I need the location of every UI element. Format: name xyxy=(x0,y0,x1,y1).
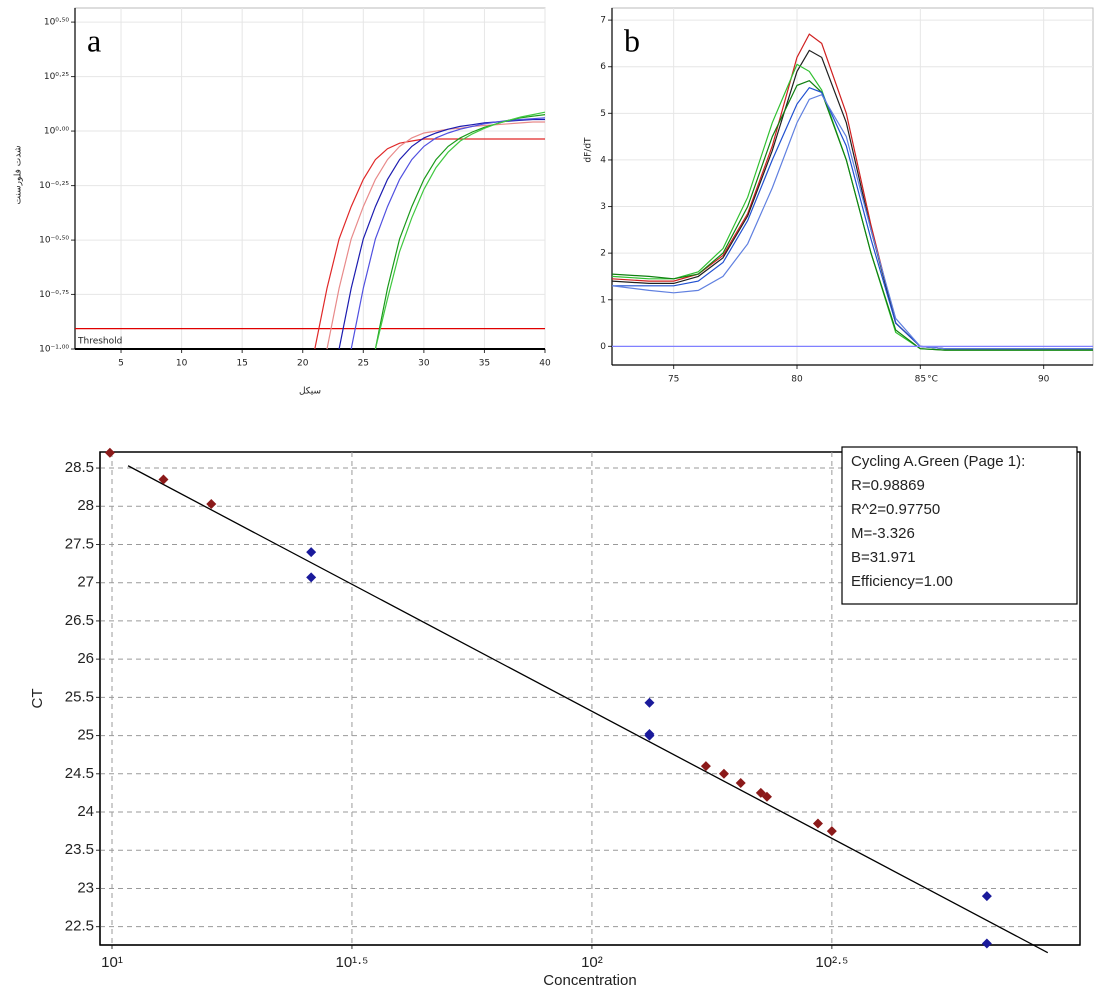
y-tick-label: 10⁰·⁵⁰ xyxy=(44,18,70,28)
y-tick-label: 25.5 xyxy=(65,688,94,705)
y-tick-label: 5 xyxy=(600,109,606,119)
data-point xyxy=(306,572,317,583)
y-tick-label: 10⁻¹·⁰⁰ xyxy=(39,345,69,355)
x-tick-label: 40 xyxy=(539,359,551,369)
x-tick-label: 30 xyxy=(418,359,430,369)
fit-line xyxy=(127,465,1049,954)
y-tick-label: 23 xyxy=(77,879,94,896)
x-tick-label: 90 xyxy=(1038,375,1050,385)
x-tick-label: 10²·⁵ xyxy=(815,954,848,971)
data-point xyxy=(206,498,217,509)
x-tick-label: 15 xyxy=(236,359,247,369)
data-point xyxy=(812,818,823,829)
threshold-label: Threshold xyxy=(77,337,122,347)
data-point xyxy=(735,777,746,788)
series-line xyxy=(338,118,545,350)
chart-panel: 10¹ 10¹·⁵ 10² 10²·⁵ 22.5 23 23.5 24 24.5 25 25.5 26… xyxy=(29,446,1081,989)
data-point xyxy=(158,474,169,485)
y-tick-label: 28 xyxy=(77,497,94,514)
x-tick-label: 75 xyxy=(668,375,679,385)
panel-label: b xyxy=(624,22,640,58)
data-point xyxy=(644,730,655,741)
y-tick-label: 3 xyxy=(600,202,606,212)
series-line xyxy=(314,138,545,350)
y-tick-label: 24 xyxy=(77,803,94,820)
x-tick-label: 85 xyxy=(915,375,926,385)
y-axis-label: شدت فلورسنت xyxy=(14,146,24,205)
data-point xyxy=(104,447,115,458)
x-tick-label: 10¹ xyxy=(101,954,123,971)
annotation-box xyxy=(841,446,1078,605)
data-point xyxy=(700,761,711,772)
data-point xyxy=(718,768,729,779)
y-tick-label: 22.5 xyxy=(65,918,94,935)
x-tick-label: 10 xyxy=(176,359,188,369)
annotation-text: Efficiency=1.00 xyxy=(851,573,953,590)
y-tick-label: 0 xyxy=(600,342,606,352)
x-tick-label: 10² xyxy=(581,954,603,971)
series-line xyxy=(611,80,1093,351)
y-tick-label: 10⁻⁰·²⁵ xyxy=(39,181,69,191)
annotation-text: Cycling A.Green (Page 1): xyxy=(851,453,1025,470)
series-line xyxy=(374,111,546,350)
y-tick-label: 7 xyxy=(600,16,606,26)
y-tick-label: 27.5 xyxy=(65,535,94,552)
y-tick-label: 1 xyxy=(600,295,606,305)
y-tick-label: 10⁰·⁰⁰ xyxy=(44,127,70,137)
y-tick-label: 23.5 xyxy=(65,841,94,858)
y-tick-label: 10⁻⁰·⁷⁵ xyxy=(39,290,69,300)
x-tick-label: 10¹·⁵ xyxy=(335,954,368,971)
y-tick-label: 10⁻⁰·⁵⁰ xyxy=(39,236,69,246)
series-line xyxy=(611,93,1093,350)
y-tick-label: 28.5 xyxy=(65,459,94,476)
data-point xyxy=(981,891,992,902)
y-tick-label: 26 xyxy=(77,650,94,667)
x-tick-label: 80 xyxy=(791,375,803,385)
y-tick-label: 24.5 xyxy=(65,765,94,782)
x-tick-label: 5 xyxy=(118,359,124,369)
data-point xyxy=(761,791,772,802)
x-tick-label: 20 xyxy=(297,359,309,369)
x-axis-label: سیکل xyxy=(299,387,321,397)
y-tick-label: 4 xyxy=(600,155,606,165)
series-line xyxy=(326,121,545,350)
annotation-text: M=-3.326 xyxy=(851,525,915,542)
annotation-text: B=31.971 xyxy=(851,549,916,566)
y-tick-label: 2 xyxy=(600,249,606,259)
panel-label: a xyxy=(87,22,101,58)
y-axis-label: CT xyxy=(29,689,46,709)
y-tick-label: 6 xyxy=(600,62,606,72)
y-tick-label: 10⁰·²⁵ xyxy=(44,72,70,82)
data-point xyxy=(981,938,992,949)
annotation-text: R^2=0.97750 xyxy=(851,501,940,518)
x-tick-label: 35 xyxy=(479,359,490,369)
plot-area xyxy=(74,7,546,350)
data-point xyxy=(826,826,837,837)
y-tick-label: 27 xyxy=(77,574,94,591)
data-point xyxy=(644,697,655,708)
y-axis-label: dF/dT xyxy=(584,137,594,163)
y-tick-label: 26.5 xyxy=(65,612,94,629)
chart-panel: 75 80 85 90 0 1 2 3 4 5 6 7 b °C dF/dT xyxy=(584,7,1094,385)
x-axis-label: Concentration xyxy=(543,972,636,989)
chart-panel: 5 10 15 20 25 30 35 40 10⁻¹·⁰⁰ 10⁻⁰·⁷⁵ 10⁻⁰·⁵⁰ 10⁻⁰… xyxy=(14,7,551,397)
y-tick-label: 25 xyxy=(77,727,94,744)
plot-area xyxy=(611,7,1094,366)
annotation-text: R=0.98869 xyxy=(851,477,925,494)
x-axis-label: °C xyxy=(927,375,938,385)
data-point xyxy=(306,547,317,558)
x-tick-label: 25 xyxy=(358,359,369,369)
